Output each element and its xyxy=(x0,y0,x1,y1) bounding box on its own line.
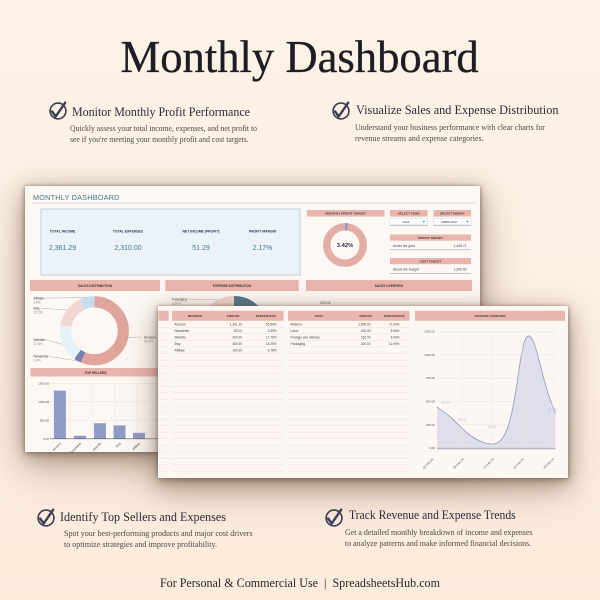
svg-text:3.42%: 3.42% xyxy=(337,243,353,249)
svg-text:1000.00: 1000.00 xyxy=(38,400,49,404)
svg-text:TOP SELLERS: TOP SELLERS xyxy=(84,371,106,375)
svg-text:PERCENTAGE: PERCENTAGE xyxy=(384,314,405,318)
svg-text:100.00: 100.00 xyxy=(488,425,497,429)
svg-text:SALES DISTRIBUTION: SALES DISTRIBUTION xyxy=(78,284,113,288)
svg-text:500.00: 500.00 xyxy=(40,418,50,422)
svg-text:FEBRUARY: FEBRUARY xyxy=(441,220,458,224)
svg-text:01 Feb 24: 01 Feb 24 xyxy=(422,457,435,470)
svg-text:Website: Website xyxy=(34,338,46,342)
svg-text:15 Feb 24: 15 Feb 24 xyxy=(482,457,495,470)
svg-text:Postage and delivery: Postage and delivery xyxy=(291,336,321,340)
svg-text:2,361.29: 2,361.29 xyxy=(49,245,76,252)
svg-text:6.78%: 6.78% xyxy=(268,349,277,353)
svg-text:1,650.00: 1,650.00 xyxy=(358,322,370,326)
svg-text:3.39%: 3.39% xyxy=(268,329,277,333)
svg-text:Website: Website xyxy=(175,336,187,340)
svg-text:1,448.71: 1,448.71 xyxy=(454,244,467,248)
svg-text:PROFIT MARGIN: PROFIT MARGIN xyxy=(249,230,277,234)
svg-text:COST TARGET: COST TARGET xyxy=(420,260,442,264)
svg-text:PERCENTAGE: PERCENTAGE xyxy=(256,314,277,318)
svg-text:6.93%: 6.93% xyxy=(391,336,400,340)
svg-text:Packaging: Packaging xyxy=(291,342,306,346)
svg-text:MONTHLY PROFIT TARGET: MONTHLY PROFIT TARGET xyxy=(325,212,366,216)
svg-text:Under the goal: Under the goal xyxy=(393,244,415,248)
svg-text:750.00: 750.00 xyxy=(426,376,436,380)
svg-text:Amazon: Amazon xyxy=(175,322,187,326)
svg-text:367.00: 367.00 xyxy=(548,408,557,412)
svg-text:6.8%: 6.8% xyxy=(34,300,41,304)
svg-text:160.00: 160.00 xyxy=(232,349,242,353)
svg-text:15.25%: 15.25% xyxy=(266,342,277,346)
svg-text:12.99%: 12.99% xyxy=(389,342,400,346)
svg-text:Above the budget: Above the budget xyxy=(393,268,419,272)
svg-text:15.2%: 15.2% xyxy=(34,311,43,315)
svg-text:SALES OVERVIEW: SALES OVERVIEW xyxy=(375,284,404,288)
svg-text:08 Feb 24: 08 Feb 24 xyxy=(452,457,465,470)
svg-text:COST: COST xyxy=(315,314,324,318)
svg-text:1500.00: 1500.00 xyxy=(319,301,331,305)
svg-text:3.4%: 3.4% xyxy=(34,359,41,363)
svg-text:Affiliate: Affiliate xyxy=(175,349,185,353)
svg-text:1500.00: 1500.00 xyxy=(38,381,49,385)
svg-text:420.00: 420.00 xyxy=(232,336,242,340)
svg-text:0.00: 0.00 xyxy=(429,446,435,450)
svg-text:2.17%: 2.17% xyxy=(253,245,273,252)
svg-text:Amazon: Amazon xyxy=(51,441,62,452)
svg-text:0.00: 0.00 xyxy=(43,437,49,441)
svg-text:Website: Website xyxy=(92,441,103,452)
svg-text:56.4%: 56.4% xyxy=(144,339,153,343)
svg-text:Etsy: Etsy xyxy=(34,307,41,311)
svg-text:MONTHLY DASHBOARD: MONTHLY DASHBOARD xyxy=(33,193,120,202)
svg-text:Newsletter: Newsletter xyxy=(175,329,190,333)
svg-text:PROFIT TARGET: PROFIT TARGET xyxy=(418,236,443,240)
svg-text:29 Feb 24: 29 Feb 24 xyxy=(542,457,555,470)
svg-text:250.00: 250.00 xyxy=(426,423,436,427)
svg-text:Newsletter: Newsletter xyxy=(69,441,82,452)
svg-text:1250.00: 1250.00 xyxy=(424,330,435,334)
svg-text:Packaging: Packaging xyxy=(172,297,187,301)
svg-text:TOTAL EXPENSES: TOTAL EXPENSES xyxy=(113,230,144,234)
svg-text:51.29: 51.29 xyxy=(192,245,210,252)
svg-text:2024: 2024 xyxy=(403,220,410,224)
svg-text:Affiliate: Affiliate xyxy=(34,296,45,300)
svg-text:160.00: 160.00 xyxy=(361,336,371,340)
svg-text:NET INCOME (PROFIT): NET INCOME (PROFIT) xyxy=(183,230,220,234)
svg-text:200.00: 200.00 xyxy=(361,329,371,333)
svg-text:EXPENSE DISTRIBUTION: EXPENSE DISTRIBUTION xyxy=(213,284,252,288)
svg-text:22 Feb 24: 22 Feb 24 xyxy=(512,457,525,470)
svg-text:Labor: Labor xyxy=(291,329,299,333)
svg-text:500.00: 500.00 xyxy=(426,400,436,404)
svg-text:71.43%: 71.43% xyxy=(389,322,400,326)
svg-text:Newsletter: Newsletter xyxy=(34,355,50,359)
svg-text:REVENUE: REVENUE xyxy=(188,314,203,318)
svg-text:AMOUNT: AMOUNT xyxy=(359,314,372,318)
svg-text:Etsy: Etsy xyxy=(175,342,182,346)
svg-text:TOTAL INCOME: TOTAL INCOME xyxy=(50,230,76,234)
svg-text:Affiliate: Affiliate xyxy=(131,441,141,451)
svg-text:360.00: 360.00 xyxy=(232,342,242,346)
svg-text:17.79%: 17.79% xyxy=(266,336,277,340)
svg-text:Material: Material xyxy=(291,322,302,326)
svg-text:1,290.00: 1,290.00 xyxy=(454,268,467,272)
svg-text:Amazon: Amazon xyxy=(144,335,156,339)
svg-text:80.00: 80.00 xyxy=(234,329,242,333)
svg-text:SELECT MONTH: SELECT MONTH xyxy=(440,212,465,216)
svg-text:13.0%: 13.0% xyxy=(172,301,181,305)
svg-text:8.66%: 8.66% xyxy=(391,329,400,333)
svg-text:EXPENSE OVERVIEW: EXPENSE OVERVIEW xyxy=(474,314,505,318)
svg-text:SELECT YEAR: SELECT YEAR xyxy=(398,212,420,216)
svg-text:435.00: 435.00 xyxy=(441,401,450,405)
svg-text:1,341.29: 1,341.29 xyxy=(230,322,242,326)
svg-text:56.80%: 56.80% xyxy=(266,322,277,326)
svg-text:Etsy: Etsy xyxy=(115,441,122,448)
svg-text:AMOUNT: AMOUNT xyxy=(226,314,239,318)
svg-text:1000.00: 1000.00 xyxy=(424,353,435,357)
svg-text:300.00: 300.00 xyxy=(458,418,467,422)
svg-text:300.00: 300.00 xyxy=(361,342,371,346)
svg-text:2,310.00: 2,310.00 xyxy=(114,245,141,252)
svg-text:17.8%: 17.8% xyxy=(34,342,43,346)
